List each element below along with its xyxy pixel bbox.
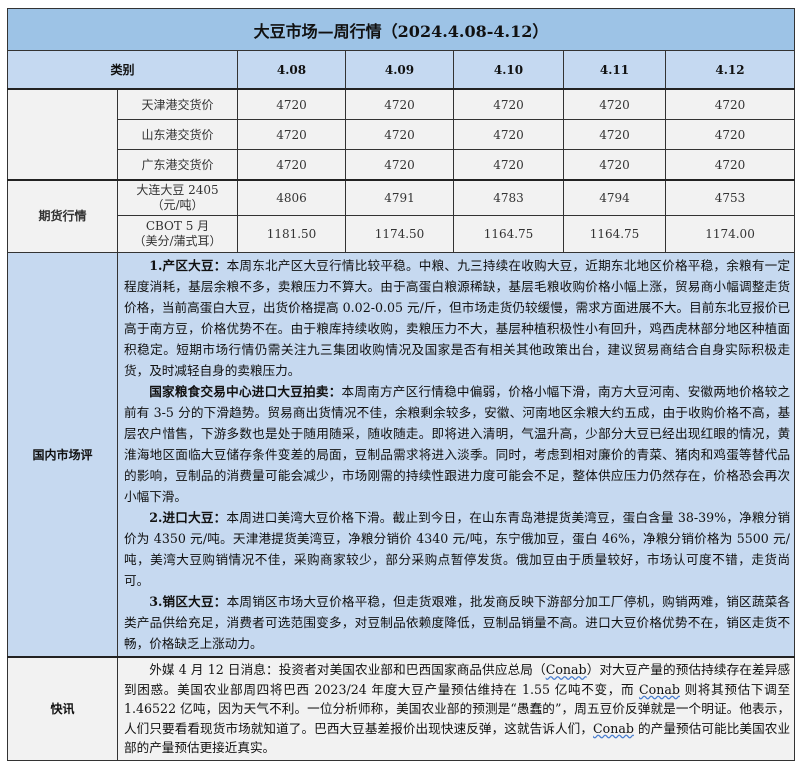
price-cell: 4720 — [345, 149, 454, 181]
paragraph-text: 本周南方产区行情稳中偏弱，价格小幅下滑，南方大豆河南、安徽两地价格较之前有 3-… — [124, 384, 791, 504]
page-title: 大豆市场—周行情（2024.4.08-4.12） — [6, 8, 796, 51]
domestic-commentary: 1.产区大豆：本周东北产区大豆行情比较平稳。中粮、九三持续在收购大豆，近期东北地… — [116, 252, 796, 658]
price-cell: 4720 — [453, 119, 564, 150]
price-cell: 4720 — [453, 149, 564, 181]
price-cell: 4720 — [664, 88, 796, 120]
price-cell: 4720 — [453, 88, 564, 120]
text-segment: 外媒 4 月 12 日消息：投资者对美国农业部和巴西国家商品供应总局（ — [149, 662, 546, 677]
paragraph: 国家粮食交易中心进口大豆拍卖：本周南方产区行情稳中偏弱，价格小幅下滑，南方大豆河… — [124, 381, 790, 507]
price-cell: 4720 — [345, 88, 454, 120]
row-label-name: CBOT 5 月 — [145, 219, 210, 233]
row-label: CBOT 5 月（美分/蒲式耳） — [117, 215, 238, 253]
domestic-category: 国内市场评 — [7, 252, 118, 658]
table-row: 天津港交货价 4720 4720 4720 4720 4720 — [7, 88, 796, 181]
futures-category: 期货行情 — [7, 179, 118, 253]
price-cell: 4794 — [563, 179, 666, 216]
date-header: 4.08 — [237, 50, 346, 90]
paragraph-text: 本周进口美湾大豆价格下滑。截止到今日，在山东青岛港提货美湾豆，蛋白含量 38-3… — [124, 510, 791, 588]
text-segment: ）对大豆产量的预估持续存在差异感到困惑。美国农业部周四将巴西 2023/24 年… — [124, 662, 791, 697]
table-row: 山东港交货价 4720 4720 4720 4720 4720 — [8, 119, 796, 150]
row-label: 山东港交货价 — [117, 119, 238, 150]
paragraph-text: 本周销区市场大豆价格平稳，但走货艰难，批发商反映下游部分加工厂停机，购销两难，销… — [124, 594, 791, 651]
category-header: 类别 — [7, 50, 238, 90]
text-segment-conab: Conab — [639, 681, 680, 697]
paragraph-text: 本周东北产区大豆行情比较平稳。中粮、九三持续在收购大豆，近期东北地区价格平稳，余… — [124, 258, 791, 378]
row-label-unit: （元/吨） — [151, 198, 204, 212]
price-cell: 1174.00 — [664, 215, 796, 253]
price-cell: 4783 — [453, 179, 564, 216]
paragraph: 3.销区大豆：本周销区市场大豆价格平稳，但走货艰难，批发商反映下游部分加工厂停机… — [124, 591, 790, 654]
table-row: 广东港交货价 4720 4720 4720 4720 4720 — [8, 149, 796, 181]
paragraph: 1.产区大豆：本周东北产区大豆行情比较平稳。中粮、九三持续在收购大豆，近期东北地… — [124, 255, 790, 381]
row-label: 天津港交货价 — [117, 88, 238, 120]
price-cell: 4720 — [664, 119, 796, 150]
paragraph: 外媒 4 月 12 日消息：投资者对美国农业部和巴西国家商品供应总局（Conab… — [124, 660, 790, 758]
price-cell: 1164.75 — [563, 215, 666, 253]
date-header: 4.10 — [453, 50, 564, 90]
price-cell: 4720 — [563, 149, 666, 181]
text-segment-conab: Conab — [545, 662, 587, 677]
date-header: 4.11 — [563, 50, 666, 90]
paragraph-head: 1.产区大豆： — [149, 258, 227, 273]
price-cell: 4720 — [237, 149, 346, 181]
price-cell: 4720 — [664, 149, 796, 181]
price-cell: 4720 — [237, 88, 346, 120]
paragraph-head: 2.进口大豆： — [149, 510, 227, 525]
row-label: 广东港交货价 — [117, 149, 238, 181]
row-label-name: 大连大豆 2405 — [136, 183, 219, 197]
price-cell: 4806 — [237, 179, 346, 216]
news-category: 快讯 — [7, 656, 118, 761]
domestic-commentary-row: 国内市场评 1.产区大豆：本周东北产区大豆行情比较平稳。中粮、九三持续在收购大豆… — [7, 252, 796, 658]
price-cell: 4720 — [563, 119, 666, 150]
date-header: 4.12 — [664, 50, 796, 90]
table-row: 期货行情 大连大豆 2405 （元/吨） 4806 4791 4783 4794 … — [7, 179, 796, 253]
soybean-weekly-table: 大豆市场—周行情（2024.4.08-4.12） 类别 4.08 4.09 4.… — [6, 8, 796, 761]
paragraph-head: 3.销区大豆： — [149, 594, 227, 609]
table-row: CBOT 5 月（美分/蒲式耳） 1181.50 1174.50 1164.75… — [8, 215, 796, 253]
row-label-unit: （美分/蒲式耳） — [133, 234, 222, 248]
price-cell: 4720 — [345, 119, 454, 150]
spot-category — [7, 88, 118, 181]
price-cell: 1164.75 — [453, 215, 564, 253]
row-label: 大连大豆 2405 （元/吨） — [117, 179, 238, 216]
text-segment-conab: Conab — [593, 720, 634, 736]
news-row: 快讯 外媒 4 月 12 日消息：投资者对美国农业部和巴西国家商品供应总局（Co… — [7, 656, 796, 761]
news-text: 外媒 4 月 12 日消息：投资者对美国农业部和巴西国家商品供应总局（Conab… — [116, 656, 796, 761]
price-cell: 4720 — [563, 88, 666, 120]
paragraph-head: 国家粮食交易中心进口大豆拍卖： — [149, 384, 342, 399]
price-cell: 4753 — [664, 179, 796, 216]
paragraph: 2.进口大豆：本周进口美湾大豆价格下滑。截止到今日，在山东青岛港提货美湾豆，蛋白… — [124, 507, 790, 591]
price-cell: 4791 — [345, 179, 454, 216]
price-cell: 1181.50 — [237, 215, 346, 253]
price-cell: 4720 — [237, 119, 346, 150]
date-header: 4.09 — [345, 50, 454, 90]
price-cell: 1174.50 — [345, 215, 454, 253]
